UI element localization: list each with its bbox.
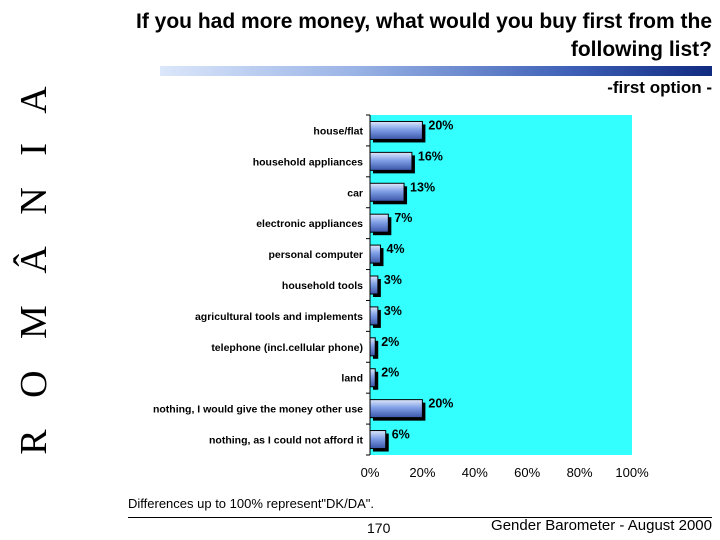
bar: [369, 213, 389, 233]
data-label: 13%: [410, 180, 435, 194]
bar: [369, 244, 381, 264]
bar: [369, 430, 387, 450]
x-tick-label: 100%: [615, 465, 649, 480]
data-label: 20%: [428, 118, 453, 132]
bar: [369, 151, 413, 171]
bar: [369, 368, 376, 388]
title-gradient-bar: [160, 66, 712, 76]
source-label: Gender Barometer - August 2000: [491, 517, 712, 534]
footer-divider: [128, 517, 712, 518]
x-tick-label: 80%: [567, 465, 593, 480]
data-label: 2%: [381, 366, 399, 380]
bar: [369, 120, 423, 140]
category-label: nothing, as I could not afford it: [209, 435, 363, 447]
x-tick-label: 20%: [409, 465, 435, 480]
bar: [369, 306, 379, 326]
category-label: electronic appliances: [256, 218, 363, 230]
category-label: house/flat: [313, 125, 363, 137]
category-label: nothing, I would give the money other us…: [153, 404, 363, 416]
category-label: car: [347, 187, 363, 199]
data-label: 16%: [418, 149, 443, 163]
category-label: agricultural tools and implements: [195, 311, 363, 323]
data-label: 4%: [386, 242, 404, 256]
category-label: personal computer: [268, 249, 363, 261]
data-label: 3%: [384, 304, 402, 318]
x-tick-label: 40%: [462, 465, 488, 480]
data-label: 20%: [428, 397, 453, 411]
category-label: household appliances: [253, 156, 363, 168]
category-label: household tools: [282, 280, 363, 292]
bar: [369, 399, 423, 419]
data-label: 2%: [381, 335, 399, 349]
data-label: 3%: [384, 273, 402, 287]
data-label: 7%: [394, 211, 412, 225]
chart-title: If you had more money, what would you bu…: [136, 10, 712, 61]
data-label: 6%: [392, 428, 410, 442]
chart-subtitle: -first option -: [607, 78, 712, 97]
bar: [369, 182, 405, 202]
category-label: telephone (incl.cellular phone): [211, 342, 363, 354]
footnote: Differences up to 100% represent"DK/DA".: [128, 496, 375, 511]
x-tick-label: 60%: [514, 465, 540, 480]
x-tick-label: 0%: [361, 465, 380, 480]
bar: [369, 337, 376, 357]
category-label: land: [341, 373, 363, 385]
bar: [369, 275, 379, 295]
page-number: 170: [367, 520, 391, 536]
